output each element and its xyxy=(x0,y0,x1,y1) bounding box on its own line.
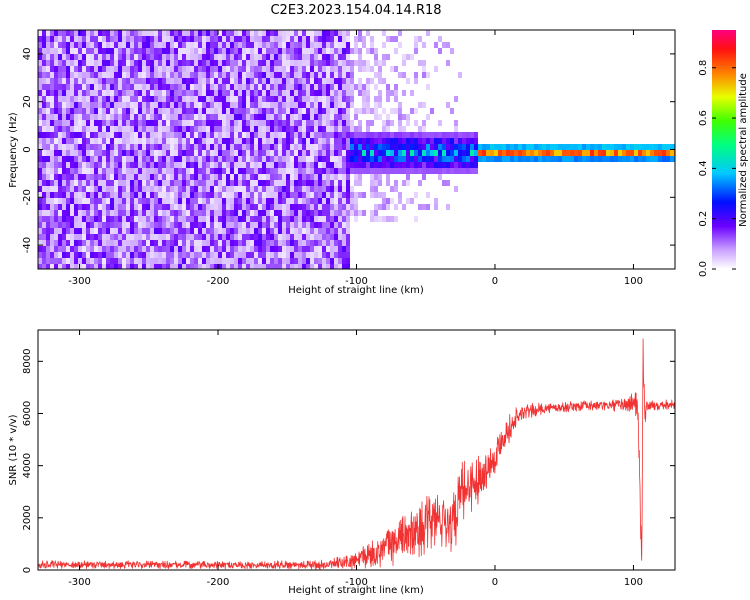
snr-x-tick-label: 0 xyxy=(492,577,498,588)
snr-y-tick-label: 4000 xyxy=(22,453,33,478)
snr-y-tick-label: 8000 xyxy=(22,349,33,374)
spectrogram-y-tick-label: 0 xyxy=(22,146,33,152)
figure-title: C2E3.2023.154.04.14.R18 xyxy=(270,3,441,18)
spectrogram-y-tick-label: -40 xyxy=(22,237,33,253)
colorbar-tick-label: 0.0 xyxy=(698,261,709,277)
snr-y-axis-label: SNR (10 * v/v) xyxy=(8,414,19,485)
colorbar-ticks: 0.0 0.2 0.4 0.6 0.8 xyxy=(698,60,736,277)
snr-y-tick-label: 2000 xyxy=(22,505,33,530)
colorbar-tick-label: 0.2 xyxy=(698,211,709,227)
colorbar-gradient xyxy=(712,30,736,269)
snr-x-ticks: -300 -200 -100 0 100 xyxy=(68,330,643,588)
spectrogram-x-tick-label: -200 xyxy=(207,276,230,287)
snr-x-tick-label: -100 xyxy=(345,577,368,588)
snr-x-axis-label: Height of straight line (km) xyxy=(288,585,424,596)
spectrogram-x-tick-label: 100 xyxy=(624,276,643,287)
snr-x-tick-label: -300 xyxy=(68,577,91,588)
spectrogram-y-tick-label: 40 xyxy=(22,48,33,61)
colorbar-tick-label: 0.4 xyxy=(698,160,709,176)
snr-y-ticks: 0 2000 4000 6000 8000 xyxy=(22,349,675,573)
spectrogram-y-ticks: -40 -20 0 20 40 xyxy=(22,48,675,253)
spectrogram-cells xyxy=(38,30,675,269)
snr-y-tick-label: 6000 xyxy=(22,401,33,426)
colorbar-tick-label: 0.8 xyxy=(698,60,709,76)
snr-x-tick-label: -200 xyxy=(207,577,230,588)
spectrogram-x-axis-label: Height of straight line (km) xyxy=(288,285,424,296)
spectrogram-x-ticks: -300 -200 -100 0 100 xyxy=(68,30,643,287)
snr-frame xyxy=(37,329,676,571)
spectrogram-y-axis-label: Frequency (Hz) xyxy=(8,112,19,188)
snr-x-tick-label: 100 xyxy=(624,577,643,588)
spectrogram-x-tick-label: -100 xyxy=(345,276,368,287)
colorbar-tick-label: 0.6 xyxy=(698,110,709,126)
colorbar-label: Normalized spectral amplitude xyxy=(738,73,749,227)
colorbar: 0.0 0.2 0.4 0.6 0.8 Normalized spectral ampl… xyxy=(698,30,749,277)
snr-y-tick-label: 0 xyxy=(22,567,33,573)
spectrogram-y-tick-label: -20 xyxy=(22,189,33,205)
spectrogram-x-tick-label: -300 xyxy=(68,276,91,287)
spectrogram-y-tick-label: 20 xyxy=(22,95,33,108)
spectrogram-x-tick-label: 0 xyxy=(492,276,498,287)
snr-series-line xyxy=(38,338,675,570)
